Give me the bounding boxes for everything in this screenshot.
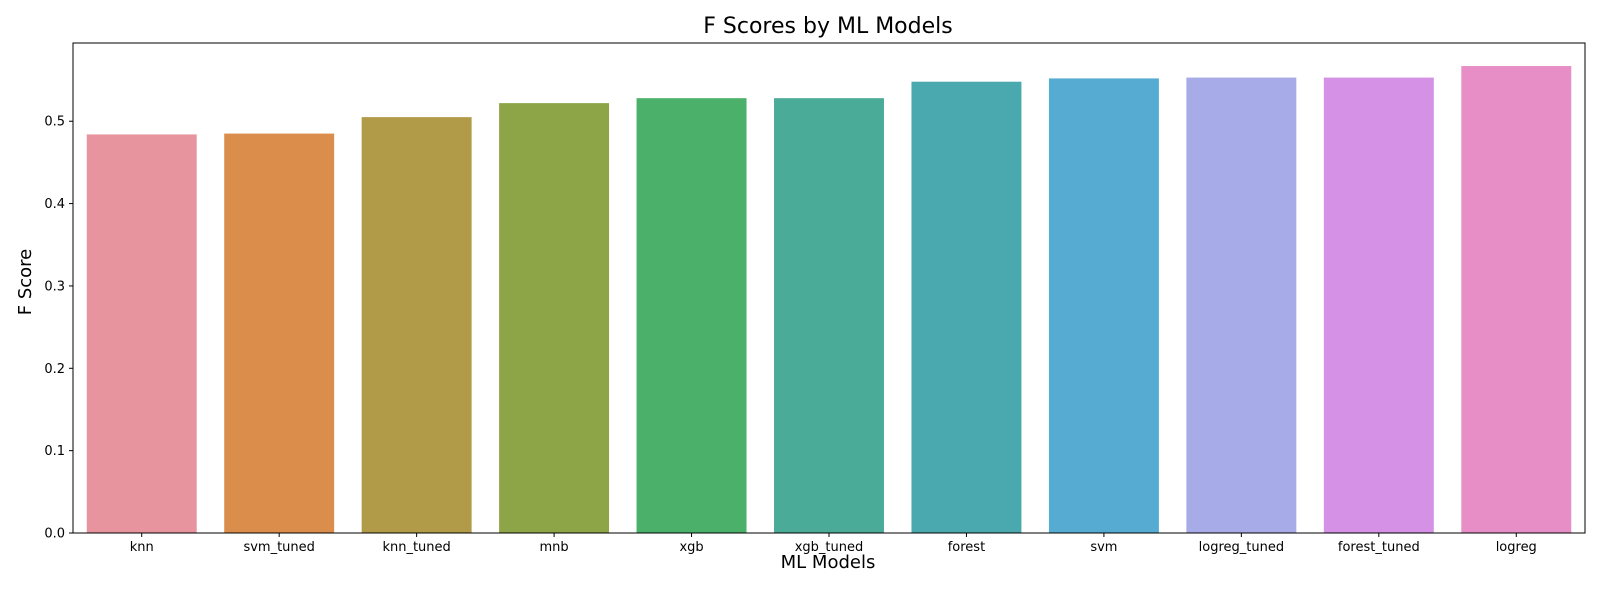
y-tick-label: 0.0 bbox=[44, 527, 65, 542]
y-tick-label: 0.2 bbox=[44, 362, 65, 377]
bar-forest bbox=[911, 81, 1022, 534]
y-axis-ticks: 0.0 0.1 0.2 0.3 0.4 0.5 bbox=[44, 115, 73, 542]
y-tick-label: 0.5 bbox=[44, 115, 65, 130]
x-axis-label: ML Models bbox=[781, 552, 876, 573]
y-tick-label: 0.4 bbox=[44, 197, 65, 212]
bar-knn bbox=[86, 134, 197, 533]
plot-frame bbox=[72, 42, 1586, 534]
bar-svm-tuned bbox=[224, 133, 335, 533]
bar-svm bbox=[1048, 78, 1159, 533]
x-tick-label: mnb bbox=[540, 540, 569, 555]
bar-xgb-tuned bbox=[774, 98, 884, 534]
bar-xgb bbox=[636, 98, 747, 534]
y-axis-label: F Score bbox=[15, 249, 36, 316]
x-axis-ticks: knn svm_tuned knn_tuned mnb xgb xgb_tuned fore… bbox=[130, 533, 1537, 555]
bar-logreg-tuned bbox=[1186, 77, 1297, 533]
x-tick-label: svm_tuned bbox=[243, 540, 314, 555]
x-tick-label: knn bbox=[130, 540, 154, 555]
chart-title: F Scores by ML Models bbox=[703, 14, 952, 39]
x-tick-label: logreg bbox=[1496, 540, 1537, 555]
x-tick-label: forest_tuned bbox=[1338, 540, 1420, 555]
x-tick-label: forest bbox=[948, 540, 985, 555]
y-tick-label: 0.3 bbox=[44, 279, 65, 294]
x-tick-label: knn_tuned bbox=[382, 540, 450, 555]
bar-knn-tuned bbox=[361, 117, 472, 534]
bar-mnb bbox=[499, 103, 610, 534]
x-tick-label: svm bbox=[1090, 540, 1117, 555]
y-tick-label: 0.1 bbox=[44, 444, 65, 459]
x-tick-label: xgb_tuned bbox=[795, 540, 864, 555]
bar-forest-tuned bbox=[1323, 77, 1434, 533]
bars-group bbox=[86, 66, 1572, 534]
bar-logreg bbox=[1461, 66, 1572, 533]
x-tick-label: logreg_tuned bbox=[1199, 540, 1284, 555]
x-tick-label: xgb bbox=[679, 540, 703, 555]
